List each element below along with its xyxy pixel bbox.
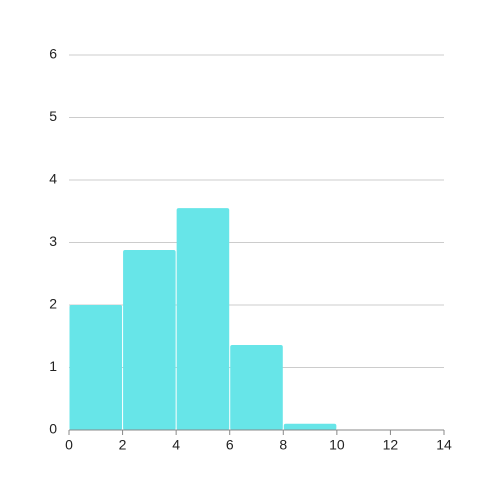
bar xyxy=(283,423,337,430)
x-tick-label: 2 xyxy=(119,437,127,453)
y-tick-label: 2 xyxy=(49,296,57,312)
x-tick-label: 10 xyxy=(329,437,345,453)
x-tick-label: 4 xyxy=(172,437,180,453)
y-tick-label: 0 xyxy=(49,421,57,437)
x-tick-label: 8 xyxy=(279,437,287,453)
y-tick-label: 1 xyxy=(49,358,57,374)
y-tick-label: 3 xyxy=(49,233,57,249)
x-tick-label: 6 xyxy=(226,437,234,453)
bar xyxy=(176,208,230,430)
y-tick-label: 5 xyxy=(49,108,57,124)
bar xyxy=(230,345,283,430)
bar xyxy=(69,305,123,430)
x-tick-label: 12 xyxy=(383,437,399,453)
x-tick-label: 0 xyxy=(65,437,73,453)
bar xyxy=(123,250,176,430)
y-tick-label: 4 xyxy=(49,171,57,187)
y-tick-label: 6 xyxy=(49,46,57,62)
x-tick-label: 14 xyxy=(436,437,452,453)
